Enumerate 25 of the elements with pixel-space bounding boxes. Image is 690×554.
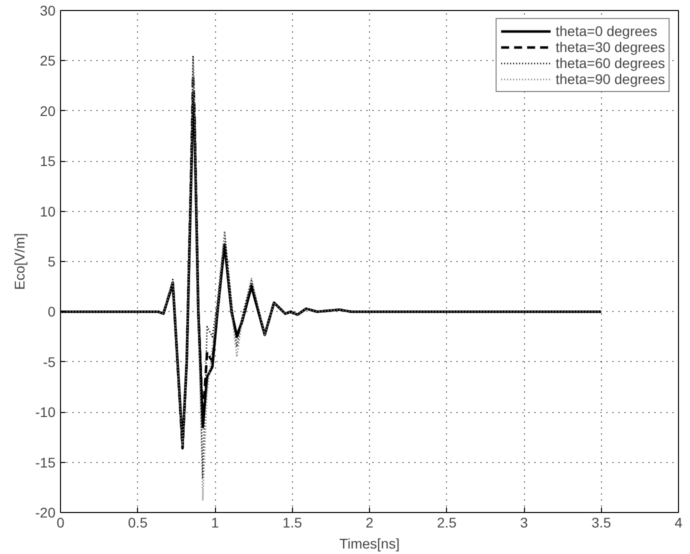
x-tick-label: 2 bbox=[366, 514, 374, 530]
x-axis-title: Times[ns] bbox=[339, 536, 400, 552]
y-tick-label: 10 bbox=[40, 203, 56, 220]
y-tick-label: 25 bbox=[40, 52, 56, 69]
x-tick-label: 3 bbox=[520, 514, 528, 530]
y-tick-label: 15 bbox=[40, 153, 56, 170]
y-axis-title: Eco[V/m] bbox=[11, 233, 28, 290]
x-tick-label: 1.5 bbox=[282, 514, 302, 530]
y-tick-label: 5 bbox=[48, 254, 56, 270]
x-tick-label: 4 bbox=[674, 514, 683, 530]
y-tick-label: 30 bbox=[40, 2, 56, 18]
legend-label: theta=90 degrees bbox=[556, 71, 665, 87]
x-tick-label: 2.5 bbox=[437, 514, 457, 530]
y-tick-label: -10 bbox=[35, 404, 56, 420]
x-tick-label: 1 bbox=[211, 514, 220, 530]
legend-label: theta=60 degrees bbox=[556, 55, 665, 71]
y-tick-label: -5 bbox=[43, 354, 56, 370]
legend-label: theta=30 degrees bbox=[556, 39, 665, 55]
legend-label: theta=0 degrees bbox=[556, 23, 658, 39]
y-tick-label: 0 bbox=[48, 304, 56, 320]
x-tick-label: 0.5 bbox=[128, 514, 148, 530]
x-tick-label: 3.5 bbox=[592, 514, 612, 530]
y-tick-label: -20 bbox=[35, 504, 56, 520]
y-tick-label: -15 bbox=[35, 454, 56, 470]
y-tick-label: 20 bbox=[40, 102, 56, 119]
